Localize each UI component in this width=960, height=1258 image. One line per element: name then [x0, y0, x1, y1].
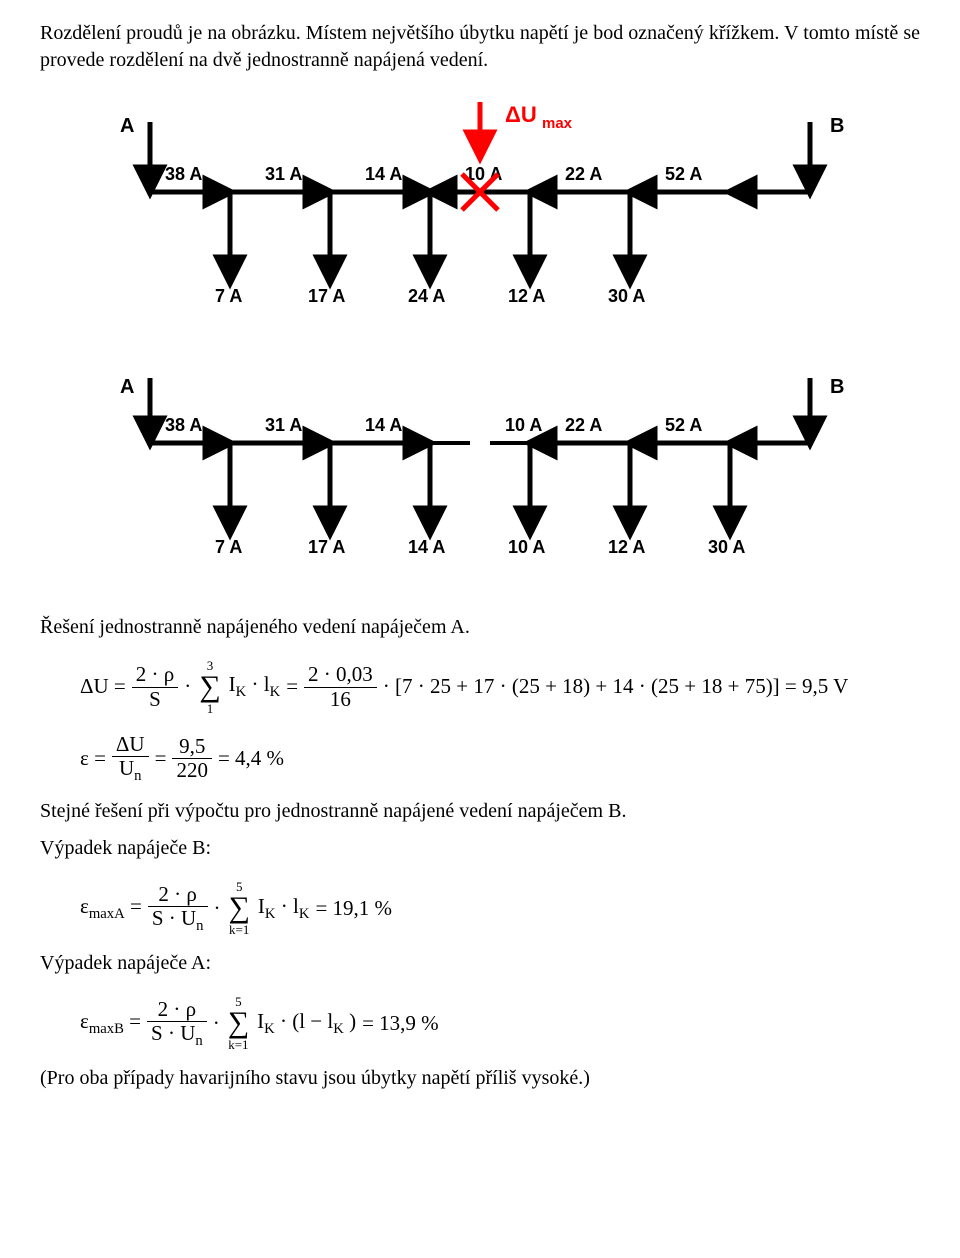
- equation-eps: ε = ΔUUn = 9,5220 = 4,4 %: [80, 733, 920, 784]
- d1-bot-3: 12 A: [508, 286, 545, 306]
- para-outage-b: Výpadek napáječe B:: [40, 835, 920, 862]
- intro-paragraph: Rozdělení proudů je na obrázku. Místem n…: [40, 20, 920, 74]
- equation-eps-maxb: εmaxB = 2 · ρS · Un · 5∑k=1 IK · (l − lK…: [80, 995, 920, 1051]
- equation-eps-maxa: εmaxA = 2 · ρS · Un · 5∑k=1 IK · lK = 19…: [80, 880, 920, 936]
- para-feeder-b: Stejné řešení při výpočtu pro jednostran…: [40, 798, 920, 825]
- d1-top-1: 31 A: [265, 164, 302, 184]
- d2-bot-2: 14 A: [408, 537, 445, 557]
- d1-bot-0: 7 A: [215, 286, 242, 306]
- d2-top-2: 14 A: [365, 415, 402, 435]
- d2-bot-3: 10 A: [508, 537, 545, 557]
- para-outage-a: Výpadek napáječe A:: [40, 950, 920, 977]
- d2-bot-0: 7 A: [215, 537, 242, 557]
- d2-top-5: 52 A: [665, 415, 702, 435]
- svg-text:B: B: [830, 378, 844, 398]
- diagram-split: A B 38 A 31 A 14 A 10 A 22 A 52 A 7 A 17…: [50, 378, 910, 588]
- svg-text:A: A: [120, 378, 134, 398]
- d1-bot-4: 30 A: [608, 286, 645, 306]
- svg-text:A: A: [120, 115, 134, 137]
- para-feeder-a: Řešení jednostranně napájeného vedení na…: [40, 614, 920, 641]
- d1-bot-1: 17 A: [308, 286, 345, 306]
- d2-bot-5: 30 A: [708, 537, 745, 557]
- svg-text:ΔU: ΔU: [505, 102, 537, 127]
- d2-top-3: 10 A: [505, 415, 542, 435]
- d1-top-4: 22 A: [565, 164, 602, 184]
- d2-bot-1: 17 A: [308, 537, 345, 557]
- d1-bot-2: 24 A: [408, 286, 445, 306]
- para-conclusion: (Pro oba případy havarijního stavu jsou …: [40, 1065, 920, 1092]
- d2-top-4: 22 A: [565, 415, 602, 435]
- d1-top-2: 14 A: [365, 164, 402, 184]
- d2-top-0: 38 A: [165, 415, 202, 435]
- diagram-umax: ΔU max A B 38 A 31 A 14 A 10 A 22 A 52 A…: [50, 92, 910, 352]
- equation-du: ΔU = 2 · ρS · 3∑1 IK · lK = 2 · 0,0316 ·…: [80, 659, 920, 715]
- d2-top-1: 31 A: [265, 415, 302, 435]
- svg-text:B: B: [830, 115, 844, 137]
- d1-top-0: 38 A: [165, 164, 202, 184]
- d1-top-5: 52 A: [665, 164, 702, 184]
- svg-text:max: max: [542, 115, 573, 132]
- d2-bot-4: 12 A: [608, 537, 645, 557]
